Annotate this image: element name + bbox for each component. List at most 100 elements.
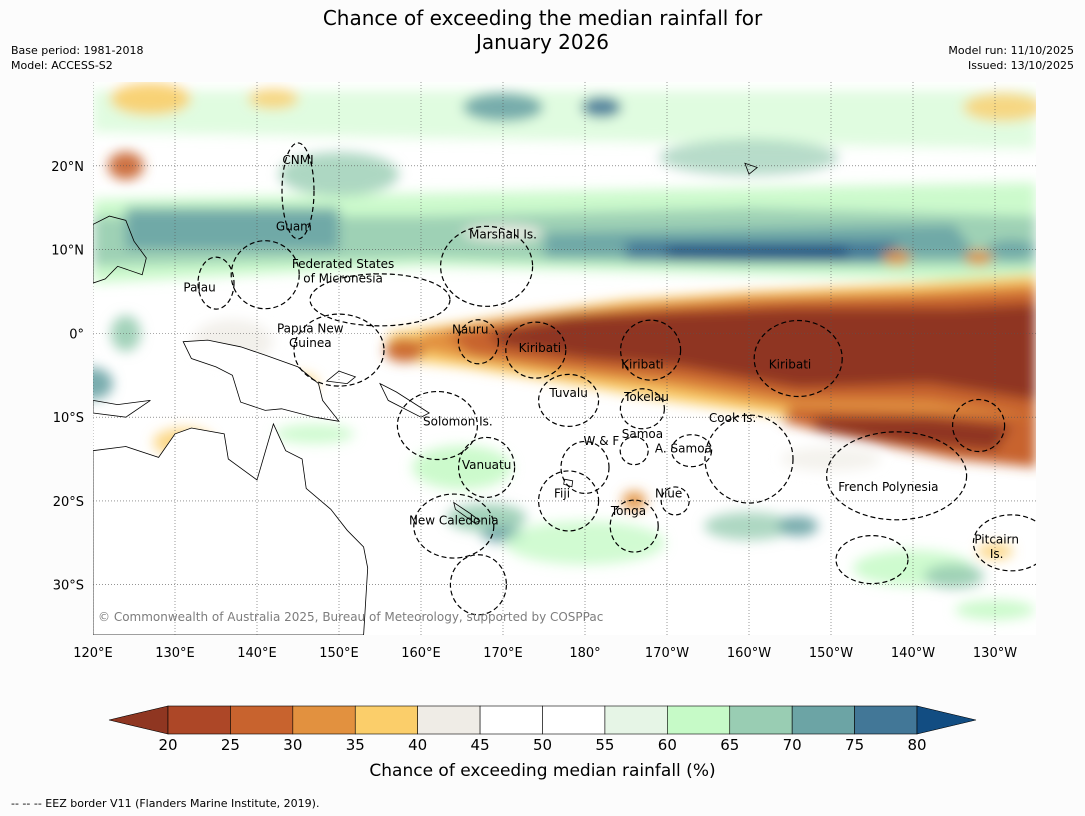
lat-tick-label: 20°S	[53, 495, 84, 510]
eez-border	[660, 486, 690, 516]
region-label: French Polynesia	[838, 480, 938, 494]
model-run: Model run: 11/10/2025	[948, 44, 1074, 57]
eez-border	[538, 373, 600, 427]
colorbar-segment	[604, 705, 668, 735]
colorbar-segment	[354, 705, 418, 735]
field-blobs	[93, 82, 1036, 620]
eez-border	[449, 554, 507, 616]
eez-border	[505, 321, 567, 379]
region-label: Nauru	[452, 322, 488, 336]
eez-border	[281, 142, 315, 240]
title-line-2: January 2026	[475, 30, 610, 54]
eez-border	[309, 273, 451, 327]
field-blob	[955, 599, 1035, 620]
colorbar-tick-label: 25	[221, 736, 240, 754]
field-blob	[93, 367, 113, 400]
colorbar-tick-label: 30	[283, 736, 302, 754]
eez-border	[458, 436, 516, 499]
colorbar-segment	[292, 705, 356, 735]
eez-border	[560, 440, 610, 495]
field-blob	[384, 338, 425, 363]
new-britain-outline	[325, 370, 357, 385]
meta-right: Model run: 11/10/2025 Issued: 13/10/2025	[948, 43, 1074, 73]
eez-border	[609, 499, 659, 553]
meta-left: Base period: 1981-2018 Model: ACCESS-S2	[11, 43, 143, 73]
colorbar-tick-label: 20	[158, 736, 177, 754]
region-label: Tuvalu	[548, 386, 588, 400]
eez-border	[619, 319, 682, 381]
probability-field	[93, 82, 1036, 620]
title-line-1: Chance of exceeding the median rainfall …	[322, 6, 763, 30]
colorbar-over-arrow	[916, 705, 977, 735]
colorbar-tick-label: 70	[783, 736, 802, 754]
field-band	[667, 247, 848, 260]
colorbar-segment	[167, 705, 231, 735]
lon-tick-label: 150°E	[319, 646, 359, 661]
eez-border	[230, 240, 300, 310]
field-blob	[505, 520, 665, 565]
map-panel[interactable]: CNMI Guam Marshall Is. Federated States of M…	[93, 82, 1036, 635]
eez-border	[670, 434, 713, 468]
field-blob	[924, 564, 984, 589]
lesser-sunda-outline	[93, 399, 151, 418]
eez-border	[619, 388, 666, 430]
field-blob	[412, 445, 512, 490]
region-label: Kiribati	[621, 358, 663, 372]
eez-border	[538, 470, 600, 532]
region-label: Marshall Is.	[469, 228, 537, 242]
colorbar-tick-label: 35	[346, 736, 365, 754]
field-blob	[107, 151, 144, 180]
region-label: Tokelau	[623, 390, 669, 404]
region-label: Pitcairn	[974, 533, 1019, 547]
lon-tick-label: 170°E	[483, 646, 523, 661]
lat-tick-label: 0°	[69, 327, 84, 342]
colorbar-segment	[729, 705, 793, 735]
issued-date: Issued: 13/10/2025	[967, 59, 1074, 72]
field-blob	[882, 249, 911, 266]
colorbar-under-arrow	[108, 705, 169, 735]
colorbar-segment	[854, 705, 918, 735]
base-period: Base period: 1981-2018	[11, 44, 144, 57]
field-blob	[622, 490, 647, 511]
new-caledonia-outline	[453, 501, 481, 524]
field-band	[125, 207, 339, 250]
lon-tick-label: 160°W	[727, 646, 771, 661]
region-label: Papua New	[277, 322, 344, 336]
region-label: Guinea	[289, 336, 332, 350]
colorbar-tick-label: 65	[720, 736, 739, 754]
eez-border	[293, 313, 385, 387]
region-label: Cook Is.	[709, 411, 756, 425]
copyright-notice: © Commonwealth of Australia 2025, Bureau…	[98, 610, 603, 624]
lat-tick-label: 30°S	[53, 579, 84, 594]
colorbar: 20 25 30 35 40 45 50 55 60 65 70 75 80	[108, 705, 977, 754]
eez-legend-note: -- -- -- EEZ border V11 (Flanders Marine…	[11, 797, 320, 810]
colorbar-segment	[667, 705, 731, 735]
region-label: Tonga	[610, 504, 646, 518]
region-label: New Caledonia	[409, 513, 499, 527]
model-name: Model: ACCESS-S2	[11, 59, 113, 72]
region-label: Palau	[183, 280, 215, 294]
region-label: Vanuatu	[462, 458, 512, 472]
field-band	[93, 90, 1036, 149]
latitude-axis: 20°N 10°N 0° 10°S 20°S 30°S	[51, 160, 84, 594]
region-label: of Micronesia	[303, 271, 383, 285]
colorbar-tick-label: 50	[533, 736, 552, 754]
region-label: W & F	[584, 434, 620, 448]
philippines-outline	[93, 215, 147, 284]
field-blob	[781, 447, 881, 472]
eez-borders	[197, 142, 1036, 616]
region-label: A. Samoa	[655, 441, 712, 455]
colorbar-tick-label: 75	[845, 736, 864, 754]
colorbar-title: Chance of exceeding median rainfall (%)	[369, 761, 716, 781]
region-label: Kiribati	[769, 358, 811, 372]
colorbar-segment	[417, 705, 481, 735]
lon-tick-label: 160°E	[401, 646, 441, 661]
lon-tick-label: 170°W	[645, 646, 689, 661]
field-blob	[248, 88, 299, 109]
field-blob	[110, 315, 141, 352]
lon-tick-label: 140°E	[237, 646, 277, 661]
lon-tick-label: 130°E	[155, 646, 195, 661]
region-label: Kiribati	[519, 341, 561, 355]
